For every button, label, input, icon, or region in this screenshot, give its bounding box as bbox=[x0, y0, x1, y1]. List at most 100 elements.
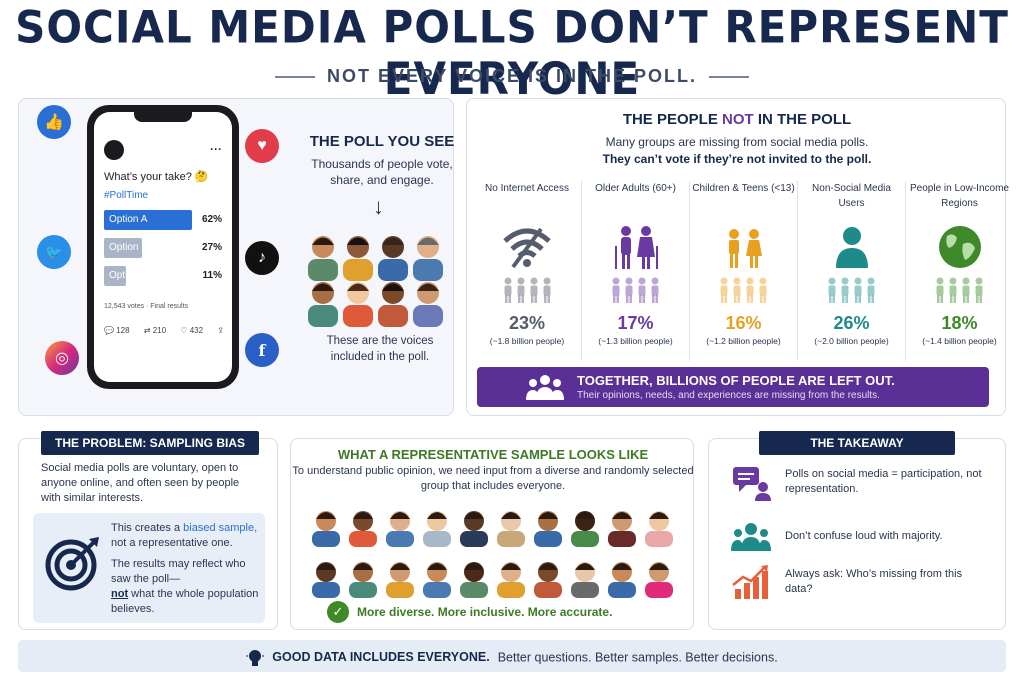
banner-subtitle: Their opinions, needs, and experiences a… bbox=[577, 390, 880, 401]
share-icon[interactable]: ⇪ bbox=[217, 326, 224, 335]
facebook-like-icon: 👍 bbox=[37, 105, 71, 139]
poll-option[interactable]: Option C 11% bbox=[104, 266, 222, 286]
page-subtitle: NOT EVERY VOICE IS IN THE POLL. bbox=[0, 66, 1024, 87]
group-people-count: (~1.4 billion people) bbox=[922, 336, 997, 346]
takeaway-text: Polls on social media = participation, n… bbox=[785, 468, 982, 495]
missing-desc-text: Many groups are missing from social medi… bbox=[605, 135, 869, 149]
diverse-face bbox=[605, 505, 642, 552]
group-name: People in Low-Income Regions bbox=[910, 183, 1009, 209]
bias-result: The results may reflect who saw the poll… bbox=[111, 557, 261, 617]
diverse-face bbox=[420, 505, 457, 552]
diverse-face bbox=[642, 556, 679, 603]
poll-you-see-caption: These are the voices included in the pol… bbox=[326, 335, 434, 363]
poll-option-percent: 11% bbox=[202, 270, 222, 281]
children-icon bbox=[690, 221, 797, 273]
result-post: what the whole population believes. bbox=[111, 588, 259, 615]
group-percent: 23% bbox=[508, 313, 546, 333]
lightbulb-icon bbox=[246, 650, 265, 666]
twitter-icon: 🐦 bbox=[37, 235, 71, 269]
people-group-icon bbox=[731, 523, 771, 551]
globe-icon bbox=[906, 221, 1013, 273]
missing-group: Children & Teens (<13) 16% (~1.2 billion p… bbox=[689, 181, 797, 361]
rep-footer: ✓ More diverse. More inclusive. More acc… bbox=[327, 601, 612, 623]
poll-you-see-title: THE POLL YOU SEE bbox=[309, 133, 455, 150]
missing-title-post: IN THE POLL bbox=[753, 111, 852, 128]
footer-content: GOOD DATA INCLUDES EVERYONE. Better quest… bbox=[18, 648, 1006, 668]
instagram-icon: ◎ bbox=[45, 341, 79, 375]
group-percent: 17% bbox=[617, 313, 654, 333]
missing-title: THE PEOPLE NOT IN THE POLL bbox=[467, 111, 1007, 128]
group-percent: 26% bbox=[833, 313, 870, 333]
group-name: Children & Teens (<13) bbox=[692, 183, 795, 194]
like-button[interactable]: ♡ 432 bbox=[180, 326, 204, 335]
poll-option-bar bbox=[104, 238, 142, 258]
takeaway-title: THE TAKEAWAY bbox=[759, 431, 955, 455]
banner-title: TOGETHER, BILLIONS OF PEOPLE ARE LEFT OU… bbox=[577, 373, 895, 388]
phone-mockup: ··· What’s your take? 🤔 #PollTime Option… bbox=[87, 105, 239, 389]
diverse-face bbox=[531, 556, 568, 603]
facebook-icon: f bbox=[245, 333, 279, 367]
bias-pre: This creates a bbox=[111, 522, 184, 534]
rep-desc: To understand public opinion, we need in… bbox=[292, 465, 694, 492]
more-icon[interactable]: ··· bbox=[210, 142, 222, 156]
footer-banner: GOOD DATA INCLUDES EVERYONE. Better quest… bbox=[18, 640, 1006, 672]
poll-you-see-text: THE POLL YOU SEE Thousands of people vot… bbox=[307, 133, 457, 188]
group-name: No Internet Access bbox=[485, 183, 569, 194]
diverse-face bbox=[568, 505, 605, 552]
missing-title-pre: THE PEOPLE bbox=[622, 111, 722, 128]
poll-hashtag[interactable]: #PollTime bbox=[104, 190, 149, 201]
group-name: Non-Social Media Users bbox=[812, 183, 891, 209]
person-icon bbox=[798, 221, 905, 273]
heart-icon: ♥ bbox=[245, 129, 279, 163]
left-out-banner: TOGETHER, BILLIONS OF PEOPLE ARE LEFT OU… bbox=[477, 367, 989, 407]
poll-option[interactable]: Option A 62% bbox=[104, 210, 222, 230]
diverse-face bbox=[383, 556, 420, 603]
repost-count: 210 bbox=[152, 326, 167, 335]
page-title: SOCIAL MEDIA POLLS DON’T REPRESENT EVERY… bbox=[15, 1, 1009, 105]
missing-group: Non-Social Media Users 26% (~2.0 billion p… bbox=[797, 181, 905, 361]
takeaway-item: Don’t confuse loud with majority. bbox=[731, 519, 1001, 559]
divider-line bbox=[274, 76, 315, 79]
group-people-count: (~1.3 billion people) bbox=[598, 336, 673, 346]
chart-trend-icon bbox=[732, 565, 768, 599]
diverse-face bbox=[568, 556, 605, 603]
poll-option-label: Option B bbox=[109, 242, 148, 253]
takeaway-panel: THE TAKEAWAY Polls on social media = par… bbox=[708, 431, 1006, 630]
missing-desc-bold: They can’t vote if they’re not invited t… bbox=[602, 152, 872, 166]
mini-people-icon bbox=[798, 273, 905, 307]
repost-button[interactable]: ⇄ 210 bbox=[143, 326, 167, 335]
poll-option[interactable]: Option B 27% bbox=[104, 238, 222, 258]
vote-count: 12,543 votes · Final results bbox=[104, 303, 189, 310]
missing-desc: Many groups are missing from social medi… bbox=[467, 134, 1007, 168]
footer-bold: GOOD DATA INCLUDES EVERYONE. bbox=[272, 650, 490, 665]
group-people-count: (~1.8 billion people) bbox=[489, 336, 565, 346]
diverse-face bbox=[494, 556, 531, 603]
group-percent: 18% bbox=[941, 313, 978, 333]
poll-question: What’s your take? 🤔 bbox=[104, 171, 209, 183]
bias-box: This creates a biased sample, not a repr… bbox=[33, 513, 265, 623]
diverse-face bbox=[457, 505, 494, 552]
reply-button[interactable]: 💬 128 bbox=[104, 326, 130, 335]
phone-screen: ··· What’s your take? 🤔 #PollTime Option… bbox=[94, 112, 232, 382]
poll-option-bar bbox=[104, 266, 126, 286]
group-name: Older Adults (60+) bbox=[595, 183, 676, 194]
problem-title: THE PROBLEM: SAMPLING BIAS bbox=[41, 431, 260, 455]
poll-option-label: Option C bbox=[109, 270, 149, 281]
diverse-face bbox=[531, 505, 568, 552]
takeaway-text: Always ask: Who’s missing from this data… bbox=[785, 568, 963, 595]
chat-user-icon bbox=[733, 467, 771, 501]
avatar bbox=[104, 140, 124, 160]
diverse-face bbox=[605, 556, 642, 603]
missing-group: No Internet Access 23% (~1.8 billion peopl… bbox=[473, 181, 581, 361]
poll-you-see-desc: Thousands of people vote, share, and eng… bbox=[311, 157, 453, 187]
diverse-face bbox=[309, 505, 346, 552]
divider-line bbox=[709, 76, 750, 79]
diverse-face bbox=[346, 556, 383, 603]
takeaway-text: Don’t confuse loud with majority. bbox=[785, 530, 943, 542]
bias-highlight: biased sample, bbox=[183, 522, 258, 534]
mini-people-icon bbox=[473, 273, 581, 307]
reply-count: 128 bbox=[116, 326, 130, 335]
tiktok-icon: ♪ bbox=[245, 241, 279, 275]
check-icon: ✓ bbox=[327, 601, 349, 623]
crowd-illustration bbox=[308, 236, 443, 327]
